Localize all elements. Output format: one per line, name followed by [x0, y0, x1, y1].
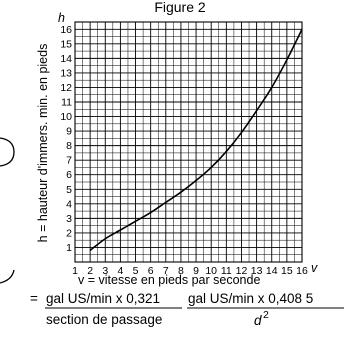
formula-equals: =	[30, 291, 38, 306]
formula-numerator-1: gal US/min x 0,321	[46, 291, 160, 306]
y-tick-label: 10	[60, 111, 72, 123]
x-tick-label: 2	[87, 265, 93, 277]
x-tick-label: 10	[205, 265, 217, 277]
y-tick-label: 14	[60, 53, 72, 65]
x-tick-label: 13	[251, 265, 263, 277]
y-tick-label: 3	[66, 213, 72, 225]
x-axis-symbol: v	[311, 261, 318, 275]
y-tick-label: 5	[66, 184, 72, 196]
formula-denominator-1: section de passage	[46, 312, 162, 327]
y-tick-label: 6	[66, 169, 72, 181]
x-tick-label: 5	[133, 265, 139, 277]
x-tick-label: 7	[163, 265, 169, 277]
formula-denominator-2-exponent: 2	[263, 309, 269, 321]
y-tick-label: 13	[60, 67, 72, 79]
x-tick-label: 12	[236, 265, 248, 277]
y-tick-label: 9	[66, 126, 72, 138]
y-tick-label: 11	[61, 97, 72, 109]
plot-frame	[74, 21, 303, 263]
y-tick-label: 2	[66, 227, 72, 239]
y-tick-label: 15	[60, 38, 72, 50]
x-tick-label: 8	[178, 265, 184, 277]
y-axis-symbol: h	[58, 11, 65, 25]
y-tick-label: 8	[66, 140, 72, 152]
page-arc-decoration	[0, 137, 15, 167]
y-tick-label: 12	[60, 82, 72, 94]
x-tick-label: 1	[72, 265, 78, 277]
formula-denominator-2-base: d	[254, 313, 262, 328]
x-tick-label: 16	[296, 265, 308, 277]
y-tick-label: 1	[66, 242, 72, 254]
y-tick-label: 16	[60, 24, 72, 36]
grid	[74, 21, 303, 263]
page-arc-decoration	[0, 269, 15, 284]
y-tick-label: 4	[66, 198, 72, 210]
x-tick-label: 3	[102, 265, 108, 277]
x-tick-label: 9	[193, 265, 199, 277]
chart-title: Figure 2	[154, 0, 206, 15]
x-tick-label: 4	[117, 265, 123, 277]
x-tick-label: 15	[281, 265, 293, 277]
series-line	[89, 28, 303, 251]
y-tick-label: 7	[66, 155, 72, 167]
x-tick-label: 6	[148, 265, 154, 277]
y-axis-label: h = hauteur d'immers. min. en pieds	[36, 44, 50, 243]
x-axis-label: v = vitesse en pieds par seconde	[78, 273, 260, 287]
x-tick-label: 14	[266, 265, 278, 277]
formula-numerator-2: gal US/min x 0,408 5	[188, 291, 313, 306]
x-tick-label: 11	[221, 265, 232, 277]
x-tick-labels: 1 2 3 4 5 6 7 8 9 10 11 12 13 14 15 16	[72, 265, 308, 277]
